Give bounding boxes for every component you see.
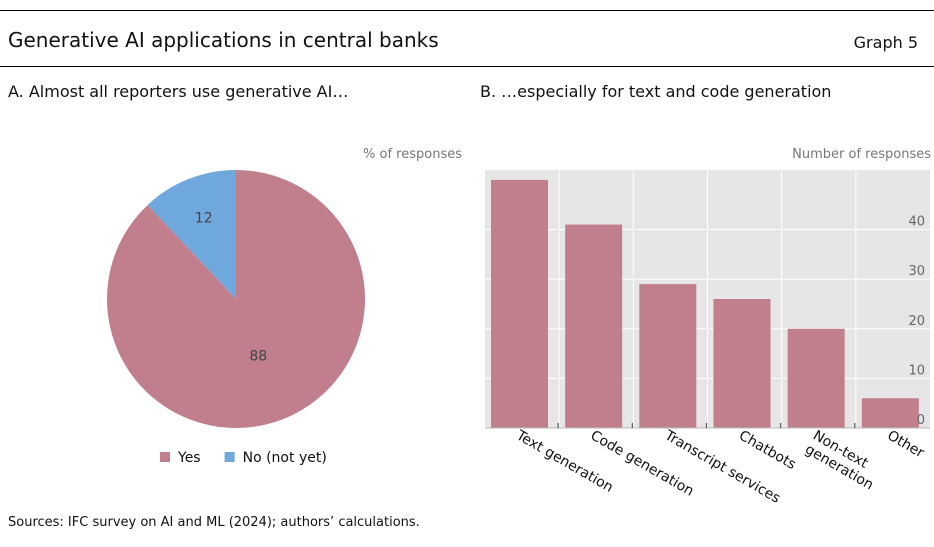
panel-a-title: A. Almost all reporters use generative A… <box>8 82 349 101</box>
legend-label-1: No (not yet) <box>243 450 327 466</box>
graph-number: Graph 5 <box>853 33 918 52</box>
y-tick-label-1: 10 <box>908 363 925 378</box>
y-tick-label-2: 20 <box>908 314 925 329</box>
panel-b-title: B. …especially for text and code generat… <box>480 82 832 101</box>
y-tick-label-0: 0 <box>917 413 925 428</box>
x-tick-label-5: Other <box>884 428 927 462</box>
page-title: Generative AI applications in central ba… <box>8 28 439 52</box>
bar-1 <box>565 224 623 428</box>
bar-5 <box>861 398 919 428</box>
legend-swatch-0 <box>160 452 170 462</box>
pie-label-0: 88 <box>249 348 267 364</box>
y-tick-label-4: 40 <box>908 215 925 230</box>
legend-label-0: Yes <box>177 450 201 466</box>
bar-2 <box>639 284 697 428</box>
panel-a-unit: % of responses <box>363 147 462 162</box>
bar-0 <box>491 179 548 428</box>
panel-b-unit: Number of responses <box>792 147 931 162</box>
pie-slice-0 <box>106 170 365 428</box>
pie-label-1: 12 <box>195 210 213 226</box>
legend-swatch-1 <box>224 452 235 462</box>
top-rule <box>0 10 934 11</box>
bar-3 <box>713 299 771 428</box>
header-rule <box>0 66 934 67</box>
y-tick-label-3: 30 <box>908 264 925 279</box>
source-note: Sources: IFC survey on AI and ML (2024);… <box>8 515 420 530</box>
x-tick-label-4: Non-textgeneration <box>802 428 884 494</box>
bar-4 <box>787 328 845 428</box>
x-tick-label-3: Chatbots <box>736 428 799 473</box>
pie-slice-1 <box>147 170 236 299</box>
